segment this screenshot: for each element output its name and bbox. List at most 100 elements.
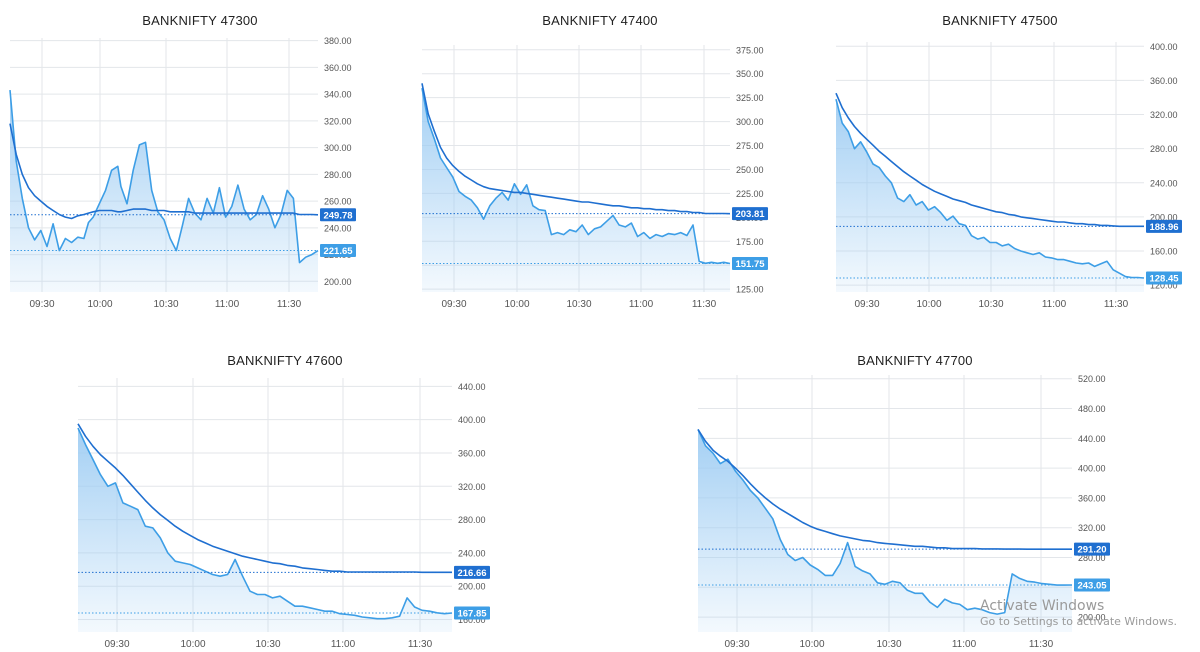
y-tick-label: 160.00 [458,615,486,625]
chart-title: BANKNIFTY 47300 [142,13,258,28]
chart-banknifty-47400: BANKNIFTY 47400 09:30 10:00 10:30 11:00 11:3… [400,0,800,330]
chart-plot: 09:30 10:00 10:30 11:00 11:30 160.00 200.00 240… [77,378,490,650]
watermark-line-1: Activate Windows [980,598,1105,614]
y-tick-label: 300.00 [736,117,764,127]
y-tick-label: 375.00 [736,45,764,55]
y-tick-label: 240.00 [458,548,486,558]
price-last-value-label: 221.65 [323,246,353,257]
y-tick-label: 400.00 [458,415,486,425]
x-tick-label: 09:30 [724,639,749,650]
chart-plot: 09:30 10:00 10:30 11:00 11:30 120.00 160.00 200… [835,42,1182,310]
y-tick-label: 320.00 [1150,110,1178,120]
y-tick-label: 280.00 [324,170,352,180]
x-tick-label: 10:30 [255,639,280,650]
y-tick-label: 360.00 [324,63,352,73]
price-last-value-badge [732,257,768,271]
x-tick-label: 10:30 [978,299,1003,310]
x-tick-label: 11:00 [331,639,356,650]
y-tick-label: 275.00 [736,141,764,151]
y-tick-label: 400.00 [1078,464,1106,474]
x-tick-label: 09:30 [441,299,466,310]
avg-last-value-label: 203.81 [735,209,765,220]
chart-title: BANKNIFTY 47600 [227,353,343,368]
y-tick-label: 320.00 [458,482,486,492]
price-area [836,99,1144,292]
price-last-value-label: 243.05 [1077,581,1107,592]
y-tick-label: 280.00 [1078,553,1106,563]
y-tick-label: 360.00 [1150,76,1178,86]
x-tick-label: 11:30 [408,639,433,650]
y-tick-label: 200.00 [324,277,352,287]
avg-line [835,92,1144,228]
x-tick-label: 10:30 [153,299,178,310]
x-tick-label: 10:00 [180,639,205,650]
x-tick-label: 09:30 [104,639,129,650]
y-tick-label: 225.00 [736,189,764,199]
y-tick-label: 360.00 [1078,493,1106,503]
avg-last-value-label: 291.20 [1077,545,1106,556]
chart-banknifty-47300: BANKNIFTY 47300 09:30 10:00 10:30 11:00 11:3… [0,0,400,330]
avg-line [9,123,319,220]
chart-plot: 09:3010:0010:3011:0011:30200.00220.00240… [9,36,356,310]
y-tick-label: 320.00 [324,116,352,126]
chart-plot: 09:3010:0010:3011:0011:30125.00150.00175… [421,45,768,310]
chart-plot: 09:3010:0010:3011:0011:30200.00240.00280… [697,374,1110,650]
x-tick-label: 10:00 [87,299,112,310]
y-tick-label: 240.00 [1150,178,1178,188]
avg-last-value-badge [1146,219,1182,233]
x-tick-label: 09:30 [854,299,879,310]
x-tick-label: 11:30 [1029,639,1054,650]
x-tick-label: 10:00 [799,639,824,650]
avg-last-value-label: 216.66 [457,568,486,579]
price-line [835,98,1145,279]
price-line [697,429,1073,615]
y-tick-label: 520.00 [1078,374,1106,384]
y-tick-label: 440.00 [458,382,486,392]
avg-last-value-badge [320,208,356,222]
y-tick-label: 200.00 [1150,212,1178,222]
avg-last-value-label: 188.96 [1149,222,1178,233]
price-area [10,90,318,292]
x-tick-label: 11:30 [1104,299,1129,310]
y-tick-label: 480.00 [1078,404,1106,414]
price-line [421,87,731,265]
x-tick-label: 10:00 [916,299,941,310]
x-tick-label: 10:00 [504,299,529,310]
avg-last-value-label: 249.78 [323,210,352,221]
y-tick-label: 120.00 [1150,281,1178,291]
chart-banknifty-47700: BANKNIFTY 47700 09:30 10:00 10:30 11:00 11:3… [690,340,1140,652]
y-tick-label: 300.00 [324,143,352,153]
x-tick-label: 10:30 [566,299,591,310]
y-tick-label: 160.00 [1150,247,1178,257]
price-line [77,427,453,620]
avg-last-value-badge [1074,542,1110,556]
avg-last-value-badge [732,207,768,221]
y-tick-label: 200.00 [1078,613,1106,623]
y-tick-label: 360.00 [458,448,486,458]
x-tick-label: 11:00 [1042,299,1067,310]
chart-banknifty-47500: BANKNIFTY 47500 09:30 10:00 10:30 11:00 11:3… [800,0,1200,330]
price-last-value-badge [320,244,356,258]
avg-last-value-badge [454,565,490,579]
price-last-value-badge [1074,578,1110,592]
x-tick-label: 11:00 [215,299,240,310]
x-tick-label: 11:00 [629,299,654,310]
y-tick-label: 320.00 [1078,523,1106,533]
y-tick-label: 125.00 [736,285,764,295]
y-tick-label: 240.00 [324,223,352,233]
price-last-value-badge [1146,271,1182,285]
watermark-line-2: Go to Settings to activate Windows. [980,615,1178,628]
y-tick-label: 260.00 [324,197,352,207]
price-last-value-badge [454,606,490,620]
price-last-value-label: 128.45 [1149,273,1179,284]
price-line [9,90,319,264]
x-tick-label: 11:30 [692,299,717,310]
chart-title: BANKNIFTY 47400 [542,13,658,28]
price-last-value-label: 151.75 [735,259,765,270]
avg-line [421,83,731,215]
price-area [698,429,1072,632]
y-tick-label: 280.00 [458,515,486,525]
x-tick-label: 10:30 [876,639,901,650]
y-tick-label: 340.00 [324,90,352,100]
chart-title: BANKNIFTY 47700 [857,353,973,368]
